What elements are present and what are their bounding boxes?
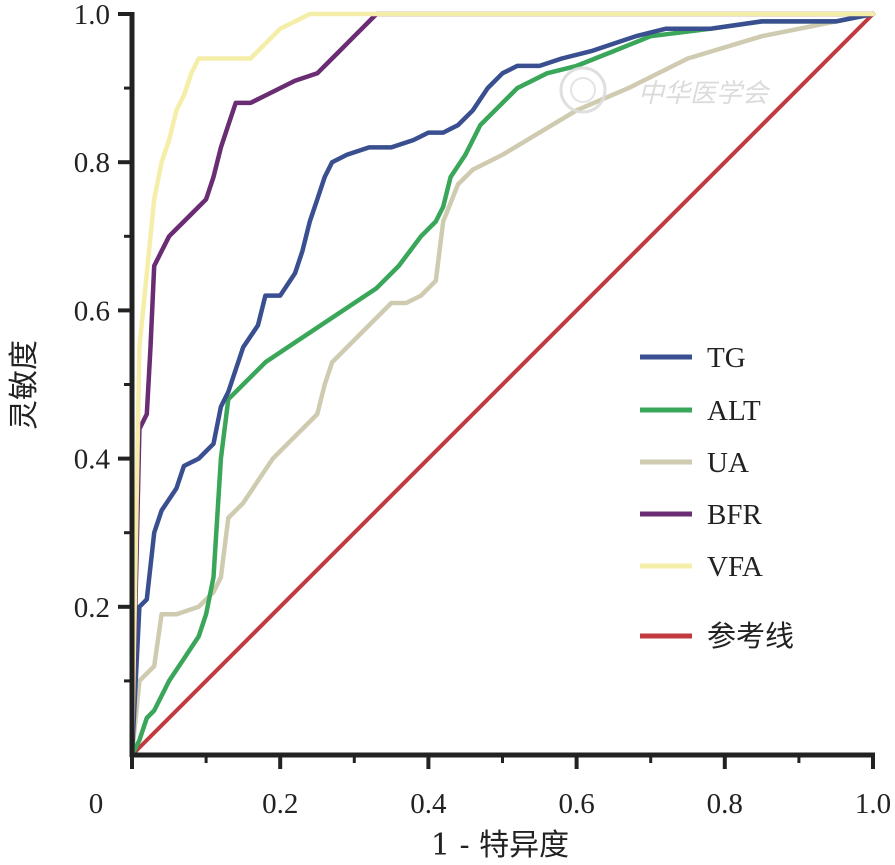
series-line-参考线 xyxy=(130,12,875,757)
y-tick-label: 0.8 xyxy=(74,147,110,179)
watermark-seal-inner xyxy=(570,77,596,103)
legend-label: VFA xyxy=(707,551,763,583)
series-line-bfr xyxy=(129,11,876,758)
origin-label: 0 xyxy=(89,788,104,820)
ticks-layer: 0.2 0.4 0.6 0.8 1.0 0.2 0.4 0.6 0.8 1.0 xyxy=(74,0,891,820)
series-line-vfa xyxy=(129,11,876,758)
legend-label: 参考线 xyxy=(707,619,794,653)
series-line-alt xyxy=(129,11,876,758)
legend-label: TG xyxy=(707,342,746,374)
legend: TG ALT UA BFR VFA 参考线 xyxy=(640,342,794,653)
y-tick-label: 0.6 xyxy=(74,295,110,327)
watermark: 中华医学会 xyxy=(559,66,771,114)
legend-label: UA xyxy=(707,447,749,479)
x-tick-label: 1.0 xyxy=(855,788,891,820)
y-tick-label: 0.2 xyxy=(74,592,110,624)
legend-label: ALT xyxy=(707,395,761,427)
y-axis-title: 灵敏度 xyxy=(7,340,42,430)
watermark-text: 中华医学会 xyxy=(638,79,771,109)
legend-label: BFR xyxy=(707,499,762,531)
x-axis-title: 1 - 特异度 xyxy=(431,828,569,863)
y-tick-label: 1.0 xyxy=(74,0,110,31)
y-tick-label: 0.4 xyxy=(74,444,111,476)
x-tick-label: 0.6 xyxy=(558,788,594,820)
series-line-tg xyxy=(129,11,876,758)
curves-layer xyxy=(129,11,876,758)
x-tick-label: 0.4 xyxy=(410,788,447,820)
x-tick-label: 0.8 xyxy=(707,788,743,820)
x-tick-label: 0.2 xyxy=(262,788,298,820)
watermark-seal-icon xyxy=(559,66,607,114)
